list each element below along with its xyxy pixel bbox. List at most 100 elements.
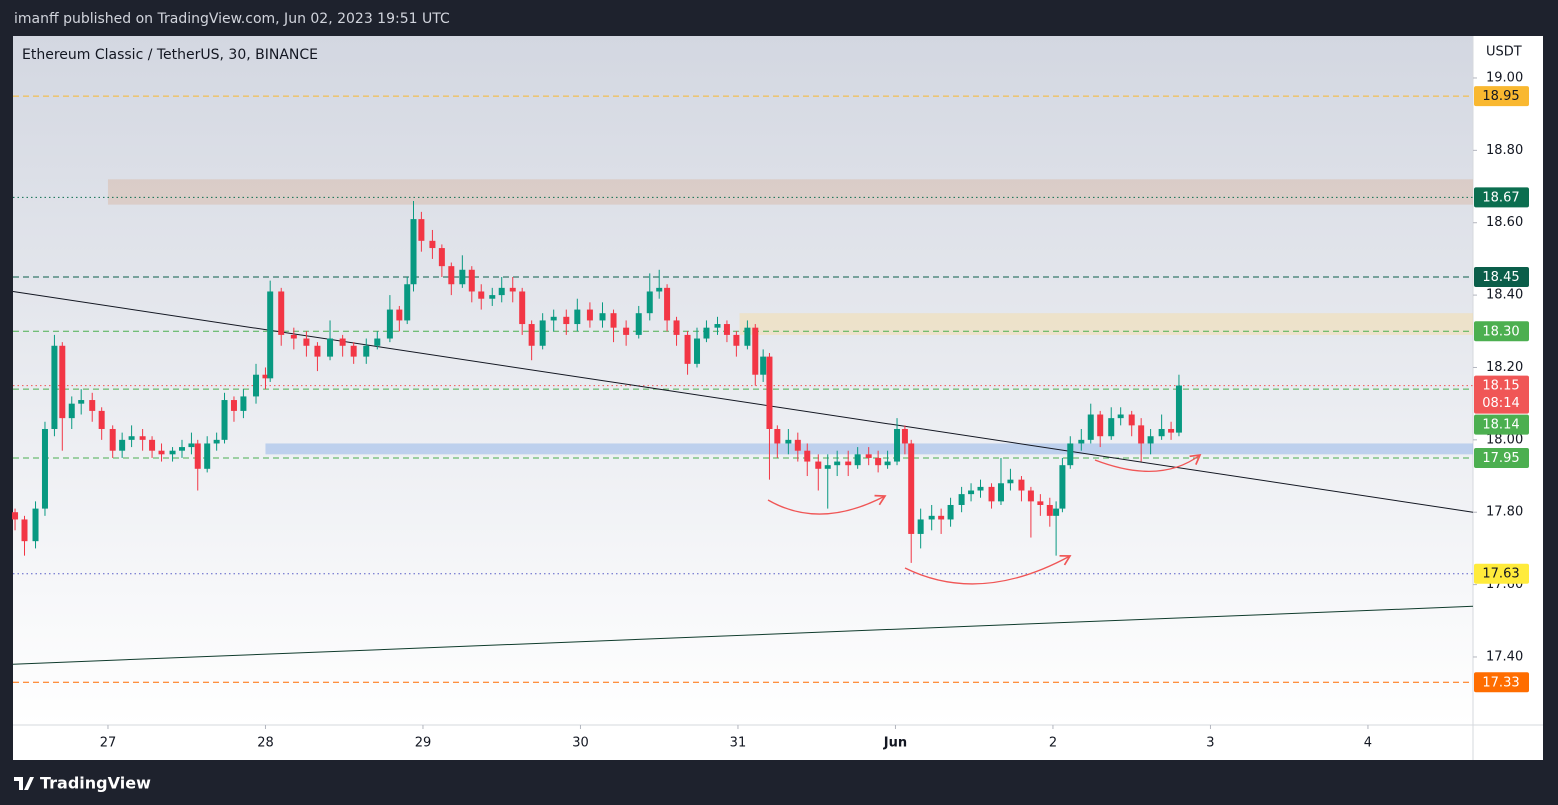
candle-body [656, 287, 663, 292]
candle-body [1027, 490, 1034, 502]
candle-body [684, 334, 691, 364]
x-tick-label: 3 [1206, 736, 1214, 751]
candle-body [1037, 501, 1044, 505]
candle-body [1046, 504, 1053, 516]
candle-body [723, 324, 730, 335]
candle-body [51, 345, 58, 429]
candle-body [586, 309, 593, 321]
y-tick-label: 18.20 [1486, 360, 1523, 375]
candle-body [774, 428, 781, 444]
footer: TradingView [40, 774, 151, 793]
candle-body [68, 403, 75, 419]
candle-body [303, 338, 310, 346]
zone [265, 443, 1474, 455]
candle-body [1059, 465, 1066, 509]
candle-body [109, 428, 116, 451]
candle-body [149, 439, 156, 451]
candle-body [169, 450, 176, 455]
y-tick-label: 18.00 [1486, 432, 1523, 447]
x-tick-label: 30 [572, 736, 589, 751]
countdown: 08:14 [1482, 396, 1519, 411]
candle-body [178, 447, 185, 451]
x-tick-label: 2 [1049, 736, 1057, 751]
candle-body [928, 515, 935, 520]
candle-body [894, 428, 901, 462]
trend-line [12, 605, 1474, 665]
candle-body [1175, 385, 1182, 433]
candle-body [528, 324, 535, 346]
candle-body [766, 356, 773, 429]
candle-body [752, 327, 759, 375]
candle-body [673, 320, 680, 335]
candle-body [278, 291, 285, 335]
candle-body [290, 334, 297, 339]
candle-body [468, 269, 475, 292]
candle-body [875, 457, 882, 466]
y-tick-label: 17.80 [1486, 505, 1523, 520]
candle-body [744, 327, 751, 346]
candle-body [448, 266, 455, 285]
zone [739, 313, 1473, 335]
y-tick-label: 18.40 [1486, 288, 1523, 303]
candle-body [489, 295, 496, 299]
candle-body [498, 287, 505, 296]
candle-body [1108, 418, 1115, 437]
candle-body [804, 450, 811, 462]
candle-body [314, 345, 321, 357]
candle-body [610, 313, 617, 328]
candle-body [350, 345, 357, 357]
price-label-box [1474, 321, 1529, 342]
candle-body [386, 309, 393, 339]
plot-area [13, 36, 1473, 725]
candle-body [519, 291, 526, 325]
candle-body [139, 436, 146, 440]
price-label: 18.67 [1482, 190, 1519, 205]
candle-body [884, 461, 891, 466]
candle-body [1087, 414, 1094, 440]
candle-body [339, 338, 346, 346]
candle-body [363, 345, 370, 357]
y-tick-label: 17.40 [1486, 649, 1523, 664]
candle-body [997, 483, 1004, 502]
price-label-box [1474, 86, 1529, 107]
candle-body [815, 461, 822, 469]
candle-body [1128, 414, 1135, 426]
candle-body [947, 504, 954, 520]
candle-body [267, 291, 274, 379]
candle-body [664, 287, 671, 321]
candle-body [854, 454, 861, 466]
candle-body [824, 465, 831, 469]
candle-body [410, 219, 417, 285]
candle-body [59, 345, 66, 419]
candle-body [41, 428, 48, 509]
plot-layer: 17.4017.6017.8018.0018.2018.4018.6018.80… [12, 70, 1529, 751]
price-label: 17.63 [1482, 567, 1519, 582]
candle-body [158, 450, 165, 455]
price-label: 18.45 [1482, 270, 1519, 285]
candle-body [438, 248, 445, 267]
candle-body [478, 291, 485, 299]
candle-body [1168, 428, 1175, 433]
x-tick-label: 31 [730, 736, 747, 751]
candle-body [204, 443, 211, 469]
y-tick-label: 18.80 [1486, 143, 1523, 158]
price-label: 18.14 [1482, 418, 1519, 433]
x-tick-label: 4 [1364, 736, 1372, 751]
header: imanff published on TradingView.com, Jun… [14, 11, 450, 27]
candle-body [1018, 479, 1025, 491]
candle-body [1158, 428, 1165, 437]
arrow [904, 554, 1072, 585]
price-label: 18.95 [1482, 89, 1519, 104]
candle-body [968, 490, 975, 495]
candle-body [459, 269, 466, 285]
candle-body [539, 320, 546, 346]
candle-body [599, 313, 606, 321]
chart-title: Ethereum Classic / TetherUS, 30, BINANCE [22, 47, 318, 63]
candle-body [694, 338, 701, 364]
candle-body [1138, 425, 1145, 444]
candle-body [1007, 479, 1014, 484]
candle-body [21, 519, 28, 542]
price-label-box [1474, 375, 1529, 414]
candle-body [429, 240, 436, 249]
